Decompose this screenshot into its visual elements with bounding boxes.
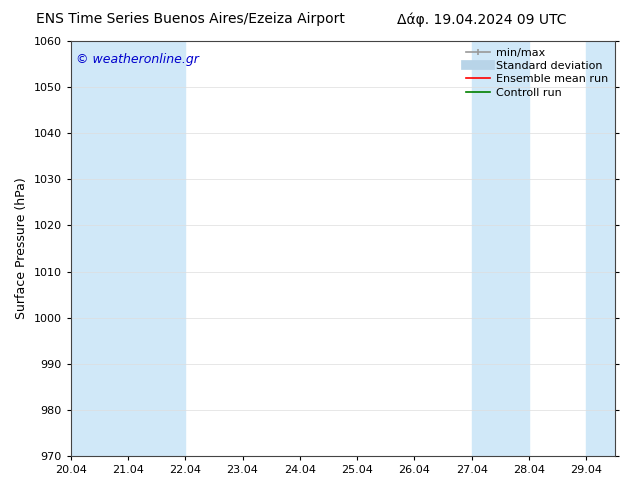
Text: Δάφ. 19.04.2024 09 UTC: Δάφ. 19.04.2024 09 UTC (397, 12, 567, 27)
Bar (472, 41, 529, 456)
Legend: min/max, Standard deviation, Ensemble mean run, Controll run: min/max, Standard deviation, Ensemble me… (462, 43, 612, 102)
Text: ENS Time Series Buenos Aires/Ezeiza Airport: ENS Time Series Buenos Aires/Ezeiza Airp… (36, 12, 345, 26)
Text: © weatheronline.gr: © weatheronline.gr (76, 53, 199, 67)
Y-axis label: Surface Pressure (hPa): Surface Pressure (hPa) (15, 178, 28, 319)
Bar (586, 41, 615, 456)
Bar (71, 41, 185, 456)
